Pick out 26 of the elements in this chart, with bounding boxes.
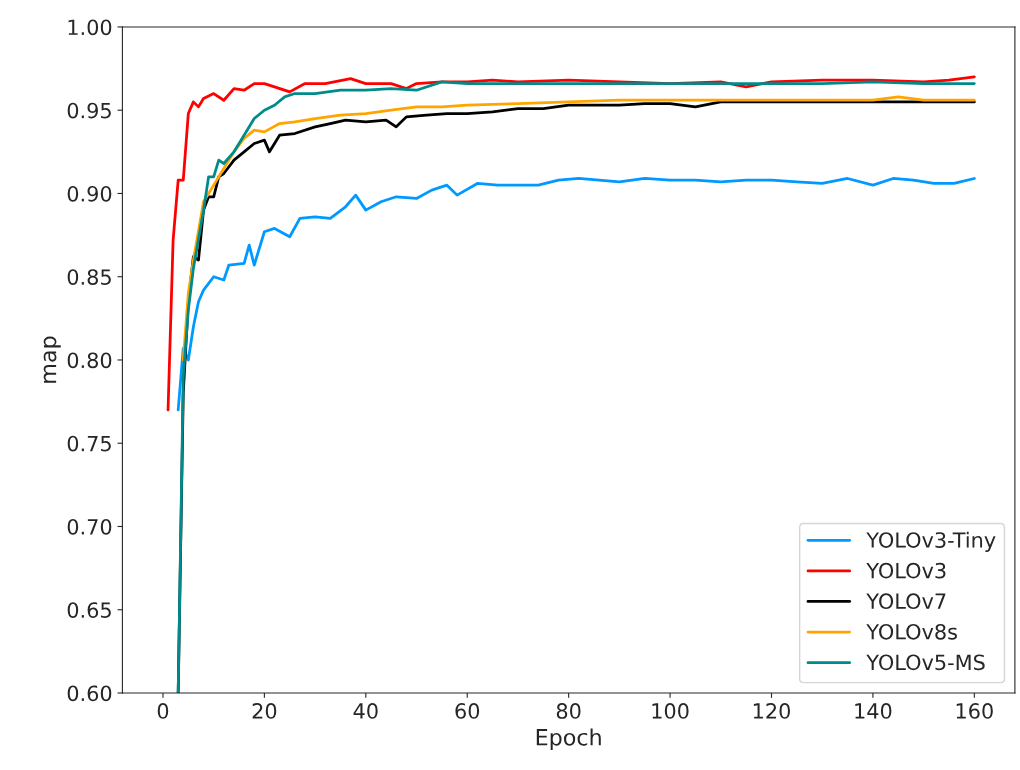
x-tick-label: 160 [956, 703, 993, 719]
y-tick-label: 0.65 [67, 602, 111, 618]
legend-label: YOLOv7 [866, 593, 946, 610]
legend-label: YOLOv8s [866, 623, 957, 640]
x-axis-title: Epoch [536, 728, 601, 750]
x-tick-label: 140 [855, 703, 892, 719]
x-tick-label: 60 [455, 703, 480, 719]
x-tick-label: 0 [157, 703, 169, 719]
legend-label: YOLOv5-MS [866, 654, 985, 671]
y-tick-label: 0.95 [67, 102, 111, 119]
x-tick-label: 80 [556, 703, 581, 719]
y-axis-title: map [43, 336, 61, 383]
y-tick-label: 0.60 [67, 685, 112, 702]
y-tick-label: 0.85 [67, 269, 111, 285]
y-tick-label: 0.80 [67, 352, 112, 369]
legend-label: YOLOv3 [866, 562, 946, 579]
legend-label: YOLOv3-Tiny [866, 531, 996, 552]
y-tick-label: 0.90 [67, 185, 112, 202]
x-tick-label: 20 [252, 703, 277, 719]
y-tick-label: 0.70 [67, 518, 112, 535]
x-tick-label: 40 [353, 703, 378, 719]
x-tick-label: 120 [753, 703, 790, 719]
y-tick-label: 1.00 [68, 19, 112, 36]
y-tick-label: 0.75 [67, 435, 111, 452]
x-tick-label: 100 [652, 703, 689, 719]
line-series [176, 177, 976, 412]
